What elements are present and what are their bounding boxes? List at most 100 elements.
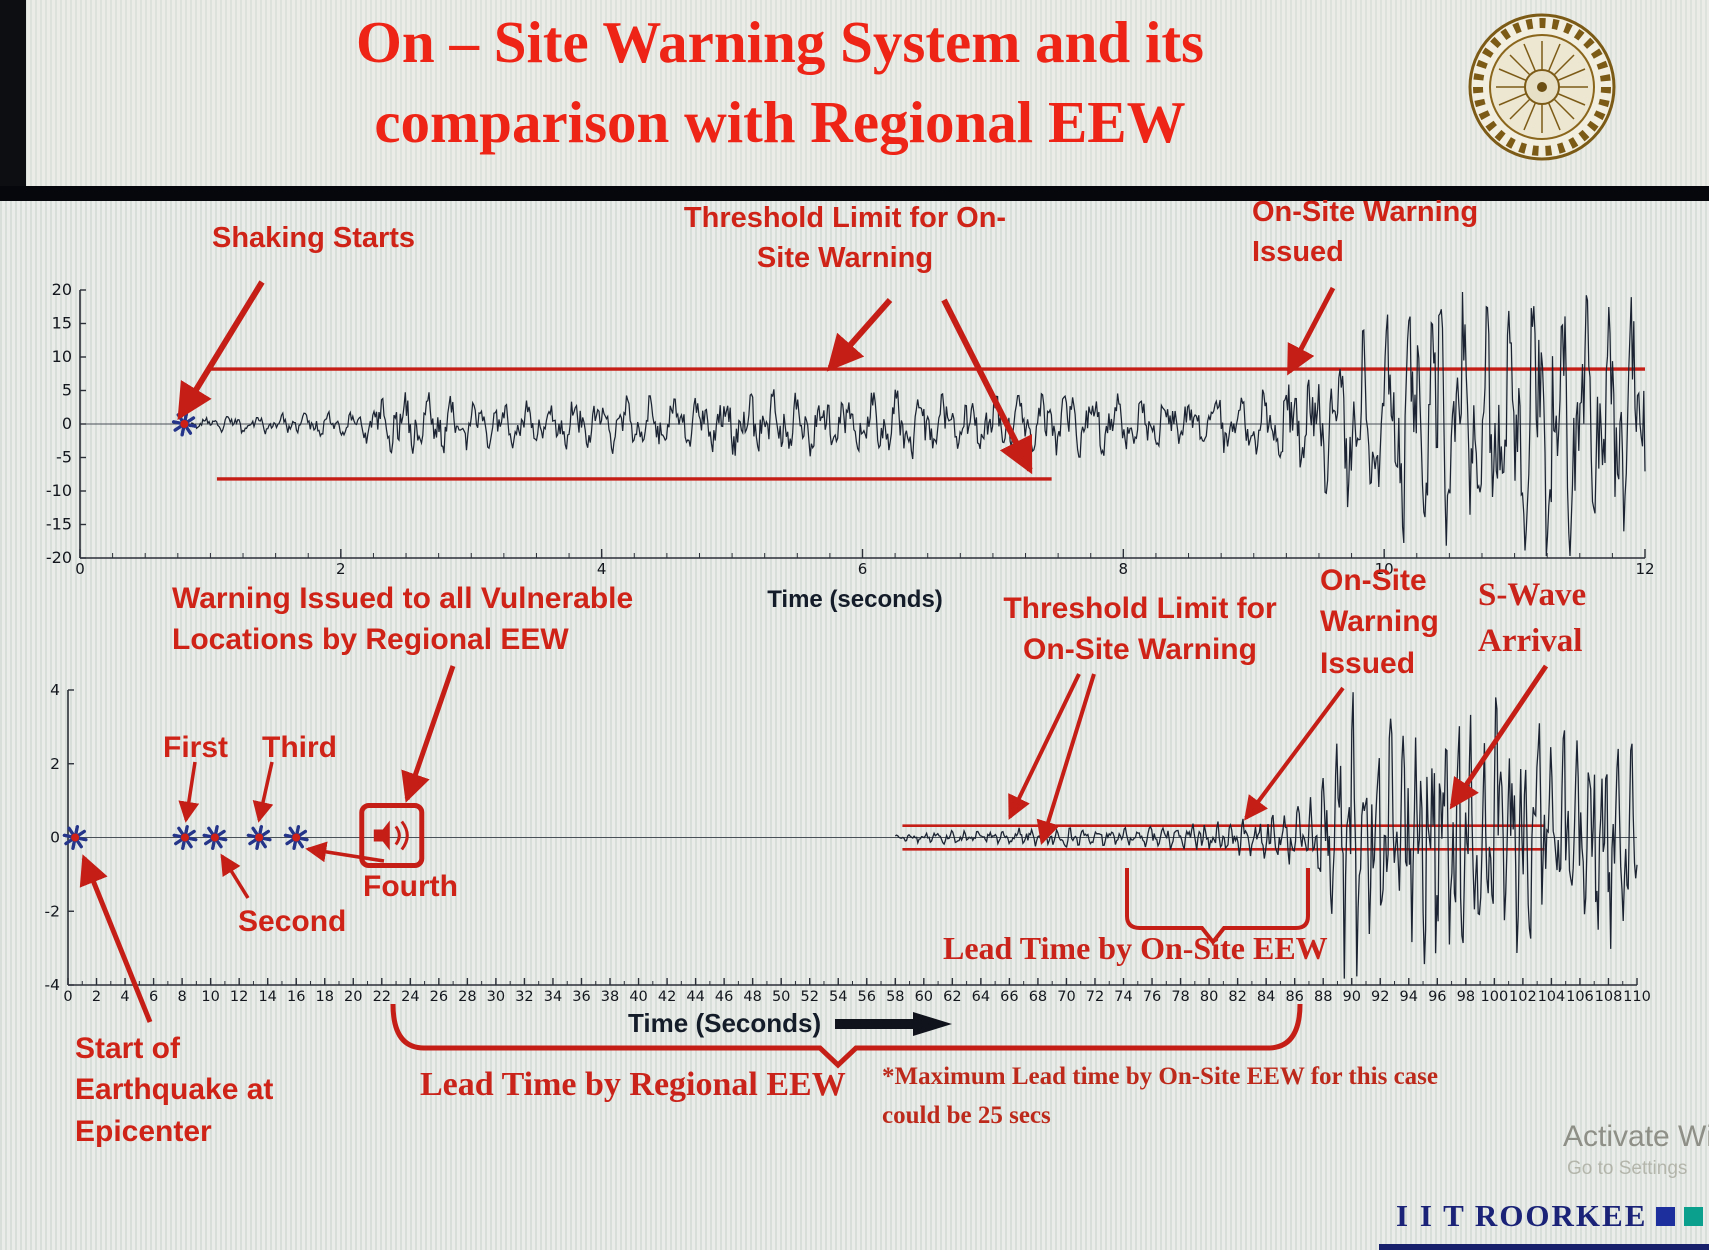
annotation-lead-time-regional: Lead Time by Regional EEW <box>420 1066 846 1103</box>
x-tick-label: 58 <box>886 989 904 1005</box>
x-tick-label: 4 <box>597 560 607 578</box>
lead-time-regional-brace <box>390 1003 1303 1069</box>
x-tick-label: 94 <box>1400 989 1418 1005</box>
y-tick-label: -20 <box>46 548 72 567</box>
annotation-regional-warning: Warning Issued to all Vulnerable Locatio… <box>172 582 634 657</box>
x-tick-label: 56 <box>858 989 876 1005</box>
slide-header: On – Site Warning System and its compari… <box>0 0 1709 186</box>
annotation-arrow <box>941 298 1033 475</box>
p-wave-star-marker <box>202 825 228 850</box>
x-tick-label: 0 <box>63 989 72 1005</box>
y-tick-label: -5 <box>56 448 72 467</box>
annotation-arrow <box>1286 286 1336 376</box>
annotation-first: First <box>163 731 229 764</box>
x-tick-label: 62 <box>943 989 961 1005</box>
x-tick-label: 6 <box>149 989 158 1005</box>
x-tick-label: 66 <box>1000 989 1018 1005</box>
x-tick-label: 38 <box>601 989 619 1005</box>
x-tick-label: 50 <box>772 989 790 1005</box>
warning-siren-icon <box>359 803 425 868</box>
y-tick-label: 20 <box>52 280 72 299</box>
x-tick-label: 76 <box>1143 989 1161 1005</box>
annotation-third: Third <box>262 731 337 764</box>
x-tick-label: 92 <box>1371 989 1389 1005</box>
p-wave-star-marker <box>171 411 197 437</box>
slide-title: On – Site Warning System and its compari… <box>110 2 1450 162</box>
x-tick-label: 40 <box>629 989 647 1005</box>
x-tick-label: 4 <box>120 989 129 1005</box>
y-tick-label: -10 <box>46 481 72 500</box>
x-tick-label: 34 <box>544 989 562 1005</box>
annotation-second: Second <box>238 905 347 938</box>
slide-title-line1: On – Site Warning System and its <box>355 9 1204 75</box>
x-tick-label: 36 <box>572 989 590 1005</box>
x-tick-label: 2 <box>336 560 346 578</box>
annotation-fourth: Fourth <box>363 870 458 903</box>
activate-windows-watermark-sub: Go to Settings <box>1567 1158 1688 1179</box>
x-tick-label: 88 <box>1314 989 1332 1005</box>
y-tick-label: 4 <box>50 681 60 699</box>
annotation-s-wave-arrival: S-Wave Arrival <box>1478 577 1587 659</box>
brand-square-blue <box>1656 1206 1676 1226</box>
x-tick-label: 8 <box>1119 560 1129 578</box>
annotation-arrow <box>1036 673 1096 846</box>
p-wave-star-marker <box>172 825 198 850</box>
annotation-arrow <box>1449 664 1549 810</box>
chart1-x-axis-label: Time (seconds) <box>767 586 943 613</box>
brand-square-teal <box>1684 1206 1704 1226</box>
slide-title-line2: comparison with Regional EEW <box>374 89 1186 156</box>
seismogram-chart-1: 0 2 4 6 8 10 12 -20 -15 -10 -5 0 5 10 15 20 <box>46 280 1655 578</box>
y-tick-label: 0 <box>50 829 60 847</box>
iit-roorkee-wordmark-text: I I T ROORKEE <box>1396 1198 1648 1233</box>
x-tick-label: 44 <box>686 989 704 1005</box>
annotation-max-lead-time-footnote: *Maximum Lead time by On-Site EEW for th… <box>882 1063 1439 1129</box>
x-tick-label: 84 <box>1257 989 1275 1005</box>
time-axis-arrow-icon <box>835 1011 953 1036</box>
x-tick-label: 96 <box>1428 989 1446 1005</box>
x-tick-label: 68 <box>1029 989 1047 1005</box>
y-tick-label: 5 <box>62 381 72 400</box>
activate-windows-watermark: Activate Win <box>1563 1120 1709 1153</box>
x-tick-label: 32 <box>515 989 533 1005</box>
p-wave-star-marker <box>283 825 309 850</box>
annotation-onsite-warning-issued-bottom: On-Site Warning Issued <box>1320 564 1439 680</box>
header-divider-bar <box>0 186 1709 201</box>
x-tick-label: 22 <box>373 989 391 1005</box>
x-tick-label: 30 <box>487 989 505 1005</box>
lead-time-onsite-brace <box>1125 868 1310 946</box>
x-tick-label: 46 <box>715 989 733 1005</box>
x-tick-label: 20 <box>344 989 362 1005</box>
annotation-arrow <box>1008 673 1081 820</box>
x-tick-label: 110 <box>1623 989 1651 1005</box>
x-tick-label: 74 <box>1114 989 1132 1005</box>
y-tick-label: -4 <box>45 976 60 994</box>
waveform-trace <box>894 692 1638 979</box>
annotation-start-epicenter: Start of Earthquake at Epicenter <box>75 1032 274 1148</box>
iit-roorkee-logo <box>1468 13 1616 161</box>
x-tick-label: 108 <box>1595 989 1623 1005</box>
x-tick-label: 0 <box>75 560 85 578</box>
x-tick-label: 102 <box>1509 989 1537 1005</box>
annotation-lead-time-onsite: Lead Time by On-Site EEW <box>943 930 1328 966</box>
x-tick-label: 98 <box>1457 989 1475 1005</box>
x-tick-label: 78 <box>1171 989 1189 1005</box>
annotation-arrow <box>1244 686 1345 821</box>
y-tick-label: 2 <box>50 755 60 773</box>
annotation-arrow <box>305 841 385 863</box>
annotation-shaking-starts: Shaking Starts <box>212 222 416 254</box>
p-wave-star-marker <box>246 825 272 850</box>
x-tick-label: 100 <box>1481 989 1509 1005</box>
x-tick-label: 14 <box>258 989 276 1005</box>
x-tick-label: 28 <box>458 989 476 1005</box>
chart2-x-axis-label-text: Time (Seconds) <box>628 1008 822 1038</box>
x-tick-label: 18 <box>316 989 334 1005</box>
x-tick-label: 48 <box>743 989 761 1005</box>
x-tick-label: 86 <box>1285 989 1303 1005</box>
y-tick-label: 10 <box>52 347 72 366</box>
waveform-trace <box>177 291 1646 557</box>
x-tick-label: 2 <box>92 989 101 1005</box>
x-tick-label: 16 <box>287 989 305 1005</box>
x-tick-label: 64 <box>972 989 990 1005</box>
